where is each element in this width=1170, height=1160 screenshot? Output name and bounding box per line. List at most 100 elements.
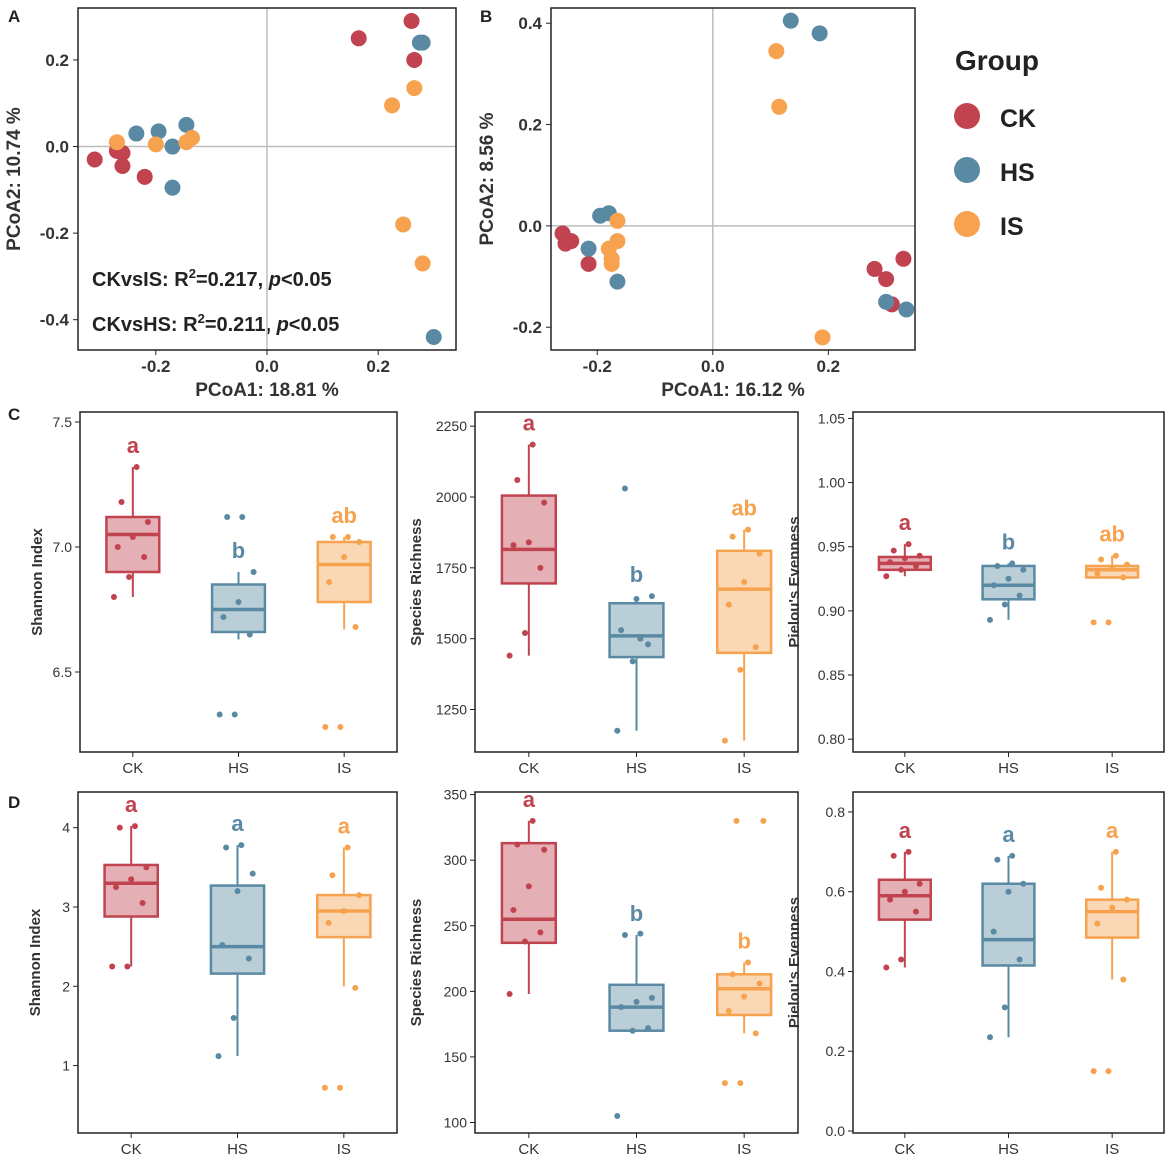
- data-point: [725, 601, 732, 608]
- data-point: [326, 579, 333, 585]
- data-point: [645, 1025, 652, 1032]
- data-point: [990, 582, 997, 589]
- data-point: [329, 872, 336, 879]
- data-point: [529, 441, 536, 448]
- box-body: [103, 863, 160, 918]
- y-axis-title: Pielou's Evenness: [786, 516, 803, 647]
- data-point: [143, 864, 150, 871]
- data-point: [637, 930, 644, 937]
- point-hs: [580, 240, 597, 257]
- data-point: [1120, 976, 1127, 983]
- data-point: [633, 998, 640, 1005]
- point-ck: [406, 51, 423, 68]
- significance-letter: a: [523, 787, 536, 812]
- y-tick-label: 1750: [436, 560, 467, 576]
- data-point: [1123, 561, 1130, 568]
- y-tick-label: 2000: [436, 489, 467, 505]
- data-point: [250, 569, 257, 575]
- data-point: [994, 856, 1001, 863]
- box-ck: a: [877, 818, 933, 971]
- point-ck: [403, 12, 420, 29]
- box-ck: a: [105, 433, 161, 600]
- y-tick-label: 150: [444, 1049, 468, 1065]
- data-point: [124, 963, 131, 970]
- box-hs: b: [210, 514, 267, 718]
- data-point: [141, 554, 148, 560]
- y-tick-label: -0.4: [40, 311, 70, 330]
- data-point: [629, 1027, 636, 1034]
- box-hs: a: [981, 822, 1036, 1041]
- data-point: [1112, 552, 1119, 559]
- data-point: [325, 919, 332, 926]
- data-point: [238, 842, 245, 849]
- y-tick-label: 0.6: [826, 884, 846, 900]
- significance-letter: a: [523, 411, 536, 436]
- data-point: [752, 644, 759, 651]
- data-point: [618, 627, 625, 634]
- data-point: [235, 599, 242, 605]
- data-point: [1090, 619, 1097, 626]
- data-point: [223, 844, 230, 851]
- point-hs: [782, 12, 799, 29]
- data-point: [356, 539, 363, 545]
- data-point: [1001, 601, 1008, 608]
- y-tick-label: 2250: [436, 418, 467, 434]
- data-point: [756, 980, 763, 987]
- annotation-ck-vs-hs: CKvsHS: R2=0.211, p<0.05: [92, 311, 339, 336]
- data-point: [760, 817, 767, 824]
- point-is: [183, 129, 200, 146]
- data-point: [1009, 560, 1016, 567]
- point-hs: [178, 116, 195, 133]
- data-point: [521, 630, 528, 636]
- data-point: [1005, 575, 1012, 582]
- data-point: [986, 616, 993, 623]
- data-point: [614, 727, 621, 734]
- data-point: [322, 724, 329, 730]
- significance-letter: b: [1002, 529, 1015, 554]
- data-point: [648, 994, 655, 1001]
- box-body: [608, 602, 665, 659]
- chart-c3: 0.80 0.85 0.90 0.95 1.00 1.05 CK HS IS Pielou's E…: [786, 410, 1165, 777]
- chart-d2: 100 150 200 250 300 350 CK HS IS Species Richness…: [408, 787, 799, 1158]
- data-point: [733, 817, 740, 824]
- data-point: [352, 984, 359, 991]
- data-point: [737, 1080, 744, 1087]
- box-ck: a: [103, 792, 160, 970]
- y-tick-label: 1.05: [818, 410, 845, 426]
- box-body: [1085, 898, 1140, 939]
- x-axis-title: PCoA1: 18.81 %: [195, 380, 339, 401]
- panel-label-D: D: [8, 793, 20, 812]
- significance-letter: a: [1002, 822, 1015, 847]
- legend-label-ck: CK: [1000, 105, 1036, 133]
- point-hs: [150, 123, 167, 140]
- data-point: [529, 817, 536, 824]
- box-is: ab: [316, 503, 372, 730]
- data-point: [139, 900, 146, 907]
- point-ck: [580, 255, 597, 272]
- chart-c2: 1250 1500 1750 2000 2250 CK HS IS Species Richne…: [408, 411, 799, 777]
- data-point: [1020, 880, 1027, 887]
- y-tick-label: 1.00: [818, 475, 845, 491]
- data-point: [249, 870, 256, 877]
- box-is: a: [316, 814, 372, 1091]
- point-hs: [811, 25, 828, 42]
- y-tick-label: 1: [62, 1058, 70, 1074]
- y-tick-label: 0.80: [818, 731, 845, 747]
- y-tick-label: 6.5: [53, 664, 73, 680]
- chart-b: -0.2 0.0 0.2 -0.2 0.0 0.2 0.4 PCoA1: 16.12 % PCo…: [477, 7, 916, 401]
- data-point: [629, 658, 636, 665]
- x-tick-label: CK: [894, 760, 915, 777]
- point-hs: [609, 273, 626, 290]
- data-point: [898, 566, 905, 573]
- significance-letter: a: [125, 792, 138, 817]
- data-point: [245, 955, 252, 962]
- x-tick-label: HS: [998, 760, 1019, 777]
- x-tick-label: HS: [227, 1141, 248, 1158]
- y-tick-label: 7.5: [53, 414, 73, 430]
- significance-letter: b: [737, 929, 750, 954]
- data-point: [883, 964, 890, 971]
- data-point: [352, 624, 359, 630]
- y-axis-title: PCoA2: 8.56 %: [477, 112, 498, 245]
- data-point: [986, 1034, 993, 1041]
- y-axis-title: Species Richness: [408, 518, 425, 646]
